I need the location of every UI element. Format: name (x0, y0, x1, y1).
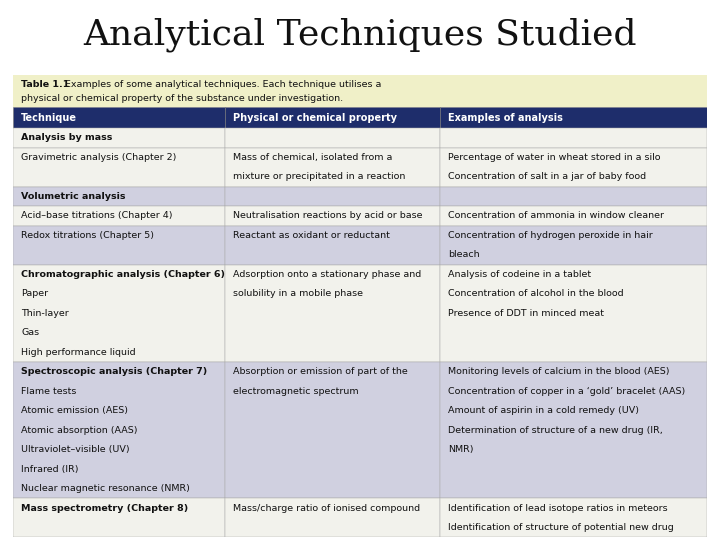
Bar (440, 206, 707, 226)
Text: Paper: Paper (22, 289, 48, 298)
Text: Infrared (IR): Infrared (IR) (22, 464, 78, 474)
Text: Identification of lead isotope ratios in meteors: Identification of lead isotope ratios in… (448, 504, 667, 512)
Bar (13, 206, 225, 226)
Text: Neutralisation reactions by acid or base: Neutralisation reactions by acid or base (233, 211, 423, 220)
Text: Analysis by mass: Analysis by mass (22, 133, 112, 143)
Text: Ultraviolet–visible (UV): Ultraviolet–visible (UV) (22, 445, 130, 454)
Text: Concentration of ammonia in window cleaner: Concentration of ammonia in window clean… (448, 211, 664, 220)
Bar (440, 362, 707, 498)
Text: Volumetric analysis: Volumetric analysis (22, 192, 126, 201)
Bar (440, 107, 707, 128)
Bar (225, 147, 440, 186)
Bar (13, 226, 225, 265)
Text: Atomic absorption (AAS): Atomic absorption (AAS) (22, 426, 138, 435)
Text: Technique: Technique (22, 113, 77, 123)
Text: Physical or chemical property: Physical or chemical property (233, 113, 397, 123)
Text: Mass spectrometry (Chapter 8): Mass spectrometry (Chapter 8) (22, 504, 189, 512)
Text: Examples of some analytical techniques. Each technique utilises a: Examples of some analytical techniques. … (61, 80, 381, 89)
Bar (225, 498, 440, 537)
Text: Mass/charge ratio of ionised compound: Mass/charge ratio of ionised compound (233, 504, 420, 512)
Bar (440, 147, 707, 186)
Text: bleach: bleach (448, 250, 480, 259)
Text: Spectroscopic analysis (Chapter 7): Spectroscopic analysis (Chapter 7) (22, 367, 207, 376)
Text: Analytical Techniques Studied: Analytical Techniques Studied (84, 18, 636, 52)
Text: Identification of structure of potential new drug: Identification of structure of potential… (448, 523, 674, 532)
Bar (13, 186, 225, 206)
Text: Absorption or emission of part of the: Absorption or emission of part of the (233, 367, 408, 376)
Text: Atomic emission (AES): Atomic emission (AES) (22, 406, 128, 415)
Text: Acid–base titrations (Chapter 4): Acid–base titrations (Chapter 4) (22, 211, 173, 220)
Text: Determination of structure of a new drug (IR,: Determination of structure of a new drug… (448, 426, 663, 435)
Text: Chromatographic analysis (Chapter 6): Chromatographic analysis (Chapter 6) (22, 270, 225, 279)
Bar (225, 226, 440, 265)
Bar (440, 128, 707, 147)
Text: Concentration of hydrogen peroxide in hair: Concentration of hydrogen peroxide in ha… (448, 231, 653, 240)
Bar (13, 128, 225, 147)
Bar (440, 265, 707, 362)
Bar (13, 362, 225, 498)
Bar (13, 75, 707, 107)
Text: Percentage of water in wheat stored in a silo: Percentage of water in wheat stored in a… (448, 153, 661, 162)
Text: Adsorption onto a stationary phase and: Adsorption onto a stationary phase and (233, 270, 421, 279)
Text: Concentration of alcohol in the blood: Concentration of alcohol in the blood (448, 289, 624, 298)
Text: physical or chemical property of the substance under investigation.: physical or chemical property of the sub… (22, 94, 343, 103)
Bar (440, 226, 707, 265)
Bar (13, 498, 225, 537)
Text: Table 1.1: Table 1.1 (22, 80, 70, 89)
Bar (225, 128, 440, 147)
Text: Reactant as oxidant or reductant: Reactant as oxidant or reductant (233, 231, 390, 240)
Text: solubility in a mobile phase: solubility in a mobile phase (233, 289, 363, 298)
Text: Mass of chemical, isolated from a: Mass of chemical, isolated from a (233, 153, 392, 162)
Text: High performance liquid: High performance liquid (22, 348, 136, 357)
Text: Flame tests: Flame tests (22, 387, 76, 396)
Bar (225, 362, 440, 498)
Bar (13, 147, 225, 186)
Text: Concentration of salt in a jar of baby food: Concentration of salt in a jar of baby f… (448, 172, 647, 181)
Text: Analysis of codeine in a tablet: Analysis of codeine in a tablet (448, 270, 591, 279)
Text: Monitoring levels of calcium in the blood (AES): Monitoring levels of calcium in the bloo… (448, 367, 670, 376)
Text: Concentration of copper in a ‘gold’ bracelet (AAS): Concentration of copper in a ‘gold’ brac… (448, 387, 685, 396)
Bar (225, 107, 440, 128)
Text: Gravimetric analysis (Chapter 2): Gravimetric analysis (Chapter 2) (22, 153, 176, 162)
Bar (225, 265, 440, 362)
Bar (225, 206, 440, 226)
Text: Nuclear magnetic resonance (NMR): Nuclear magnetic resonance (NMR) (22, 484, 190, 493)
Text: Examples of analysis: Examples of analysis (448, 113, 563, 123)
Text: Presence of DDT in minced meat: Presence of DDT in minced meat (448, 309, 604, 318)
Bar (440, 186, 707, 206)
Bar (440, 498, 707, 537)
Text: Thin-layer: Thin-layer (22, 309, 69, 318)
Bar (225, 186, 440, 206)
Text: electromagnetic spectrum: electromagnetic spectrum (233, 387, 359, 396)
Text: Redox titrations (Chapter 5): Redox titrations (Chapter 5) (22, 231, 154, 240)
Bar (13, 265, 225, 362)
Text: mixture or precipitated in a reaction: mixture or precipitated in a reaction (233, 172, 405, 181)
Text: Amount of aspirin in a cold remedy (UV): Amount of aspirin in a cold remedy (UV) (448, 406, 639, 415)
Text: NMR): NMR) (448, 445, 474, 454)
Text: Gas: Gas (22, 328, 40, 337)
Bar (13, 107, 225, 128)
